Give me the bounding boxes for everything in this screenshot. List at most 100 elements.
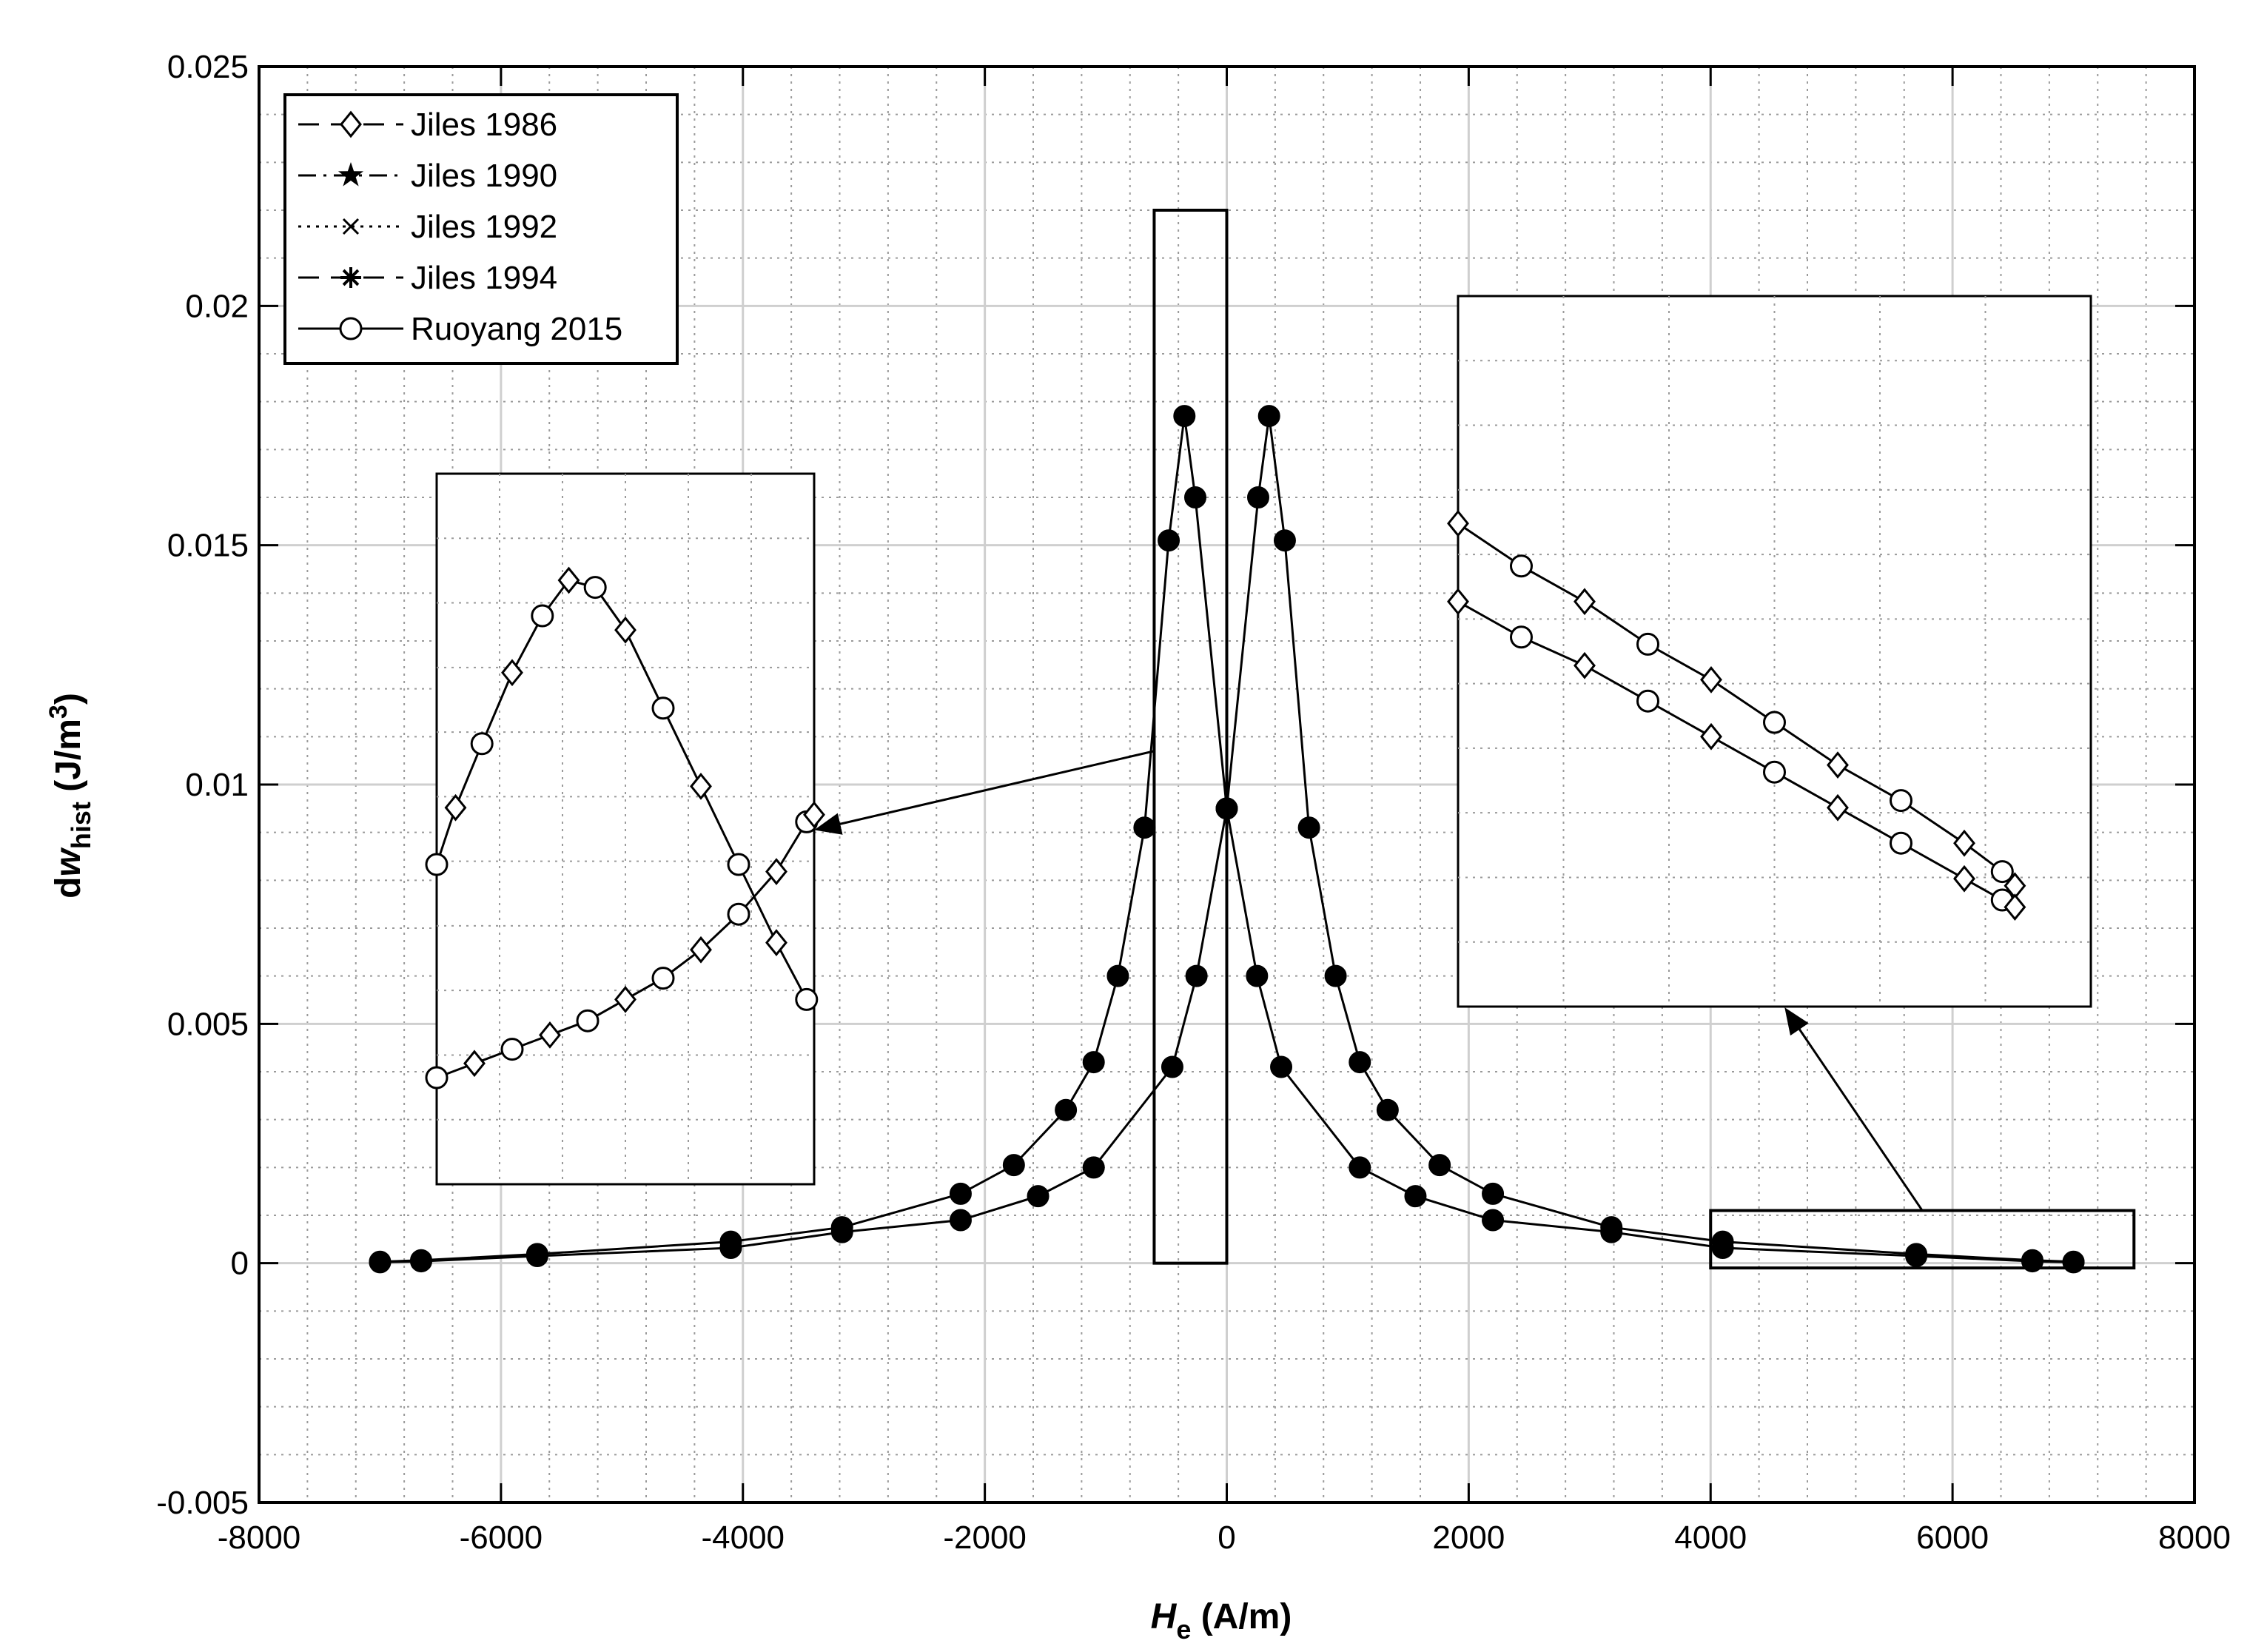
inset-left — [425, 472, 825, 1186]
inset-circle-marker — [531, 604, 554, 628]
x-tick-label: -4000 — [701, 1520, 785, 1556]
x-tick-label: -8000 — [218, 1520, 301, 1556]
legend-label: Jiles 1986 — [411, 107, 557, 143]
data-point — [1711, 1236, 1734, 1259]
inset-circle-marker — [651, 967, 675, 990]
inset-circle-marker — [1990, 860, 2014, 884]
x-marker-icon — [342, 218, 360, 235]
x-tick-label: 8000 — [2158, 1520, 2231, 1556]
x-axis-unit: (A/m) — [1191, 1597, 1292, 1636]
inset-diamond-marker — [444, 793, 467, 822]
inset-diamond-marker — [690, 936, 712, 964]
data-point — [1246, 964, 1269, 987]
data-point — [1482, 1182, 1505, 1205]
y-axis-prefix: d — [49, 876, 88, 898]
inset-diamond-marker — [1574, 588, 1596, 616]
legend-label: Jiles 1992 — [411, 209, 557, 245]
data-point — [1133, 816, 1156, 839]
x-tick-label: 0 — [1218, 1520, 1235, 1556]
data-point — [830, 1220, 853, 1243]
inset-circle-marker — [727, 853, 750, 876]
data-point — [410, 1250, 433, 1273]
legend-label: Jiles 1994 — [411, 260, 557, 296]
inset-circle-marker — [1890, 831, 1912, 855]
data-point — [1082, 1051, 1105, 1074]
data-point — [2062, 1251, 2085, 1274]
y-tick-label: 0.02 — [185, 288, 249, 324]
diamond-marker-icon — [340, 110, 362, 138]
data-point — [1106, 964, 1129, 987]
legend-label: Ruoyang 2015 — [411, 311, 622, 347]
y-tick-label: 0.01 — [185, 767, 249, 803]
y-tick-label: -0.005 — [156, 1485, 249, 1521]
data-point — [1905, 1244, 1928, 1267]
data-point — [1404, 1185, 1427, 1208]
inset-circle-marker — [1636, 689, 1659, 713]
asterisk-marker-icon — [340, 267, 361, 288]
data-point — [1482, 1209, 1505, 1232]
highlight-box-peak — [1152, 209, 1229, 1265]
data-point — [1376, 1098, 1399, 1121]
inset-diamond-marker — [2004, 893, 2026, 921]
data-point — [719, 1236, 742, 1259]
y-tick-label: 0.025 — [167, 49, 249, 85]
y-tick-label: 0 — [231, 1246, 249, 1282]
tick-labels: -8000 -6000 -4000 -2000 0 2000 4000 6000 8000 -0.… — [156, 49, 2231, 1556]
star-marker-icon — [337, 162, 364, 187]
y-axis-unit-close: ) — [49, 693, 88, 705]
x-axis-symbol: H — [1151, 1597, 1178, 1636]
data-point — [1215, 797, 1238, 820]
inset-diamond-marker — [690, 773, 712, 800]
inset-diamond-marker — [463, 1050, 486, 1078]
inset-diamond-marker — [1700, 722, 1722, 751]
data-point — [369, 1251, 392, 1274]
y-axis-unit: (J/m — [49, 719, 88, 802]
x-axis-title: He (A/m) — [1151, 1597, 1292, 1645]
inset-diamond-marker — [501, 659, 523, 687]
inset-circle-marker — [651, 696, 675, 720]
data-point — [1246, 486, 1269, 508]
inset-diamond-marker — [765, 858, 787, 885]
zoom-insets — [425, 295, 2092, 1186]
inset-circle-marker — [1763, 760, 1786, 784]
data-point — [1270, 1055, 1293, 1078]
data-point — [1027, 1185, 1049, 1208]
inset-circle-marker — [576, 1009, 600, 1032]
data-point — [1273, 529, 1296, 552]
inset-circle-marker — [795, 987, 819, 1011]
x-tick-label: 4000 — [1674, 1520, 1747, 1556]
data-point — [1185, 964, 1208, 987]
y-axis-symbol: w — [49, 847, 88, 876]
legend-label: Jiles 1990 — [411, 158, 557, 194]
data-point — [1297, 816, 1320, 839]
data-point — [1055, 1098, 1078, 1121]
inset-diamond-marker — [1700, 666, 1722, 694]
data-point — [525, 1244, 548, 1267]
inset-diamond-marker — [1447, 588, 1469, 616]
y-axis-unit-superscript: 3 — [44, 705, 73, 719]
inset-diamond-marker — [1447, 509, 1469, 537]
inset-diamond-marker — [1953, 829, 1975, 857]
data-point — [1082, 1156, 1105, 1179]
inset-diamond-marker — [1574, 651, 1596, 679]
data-point — [1600, 1220, 1623, 1243]
inset-circle-marker — [470, 732, 494, 756]
x-axis-subscript: e — [1176, 1614, 1191, 1645]
data-point — [949, 1209, 972, 1232]
data-point — [1173, 405, 1196, 428]
data-point — [1002, 1154, 1025, 1177]
inset-diamond-marker — [539, 1021, 561, 1049]
data-point — [949, 1182, 972, 1205]
data-point — [1349, 1051, 1371, 1074]
zoom-arrow-right — [1784, 1007, 1924, 1212]
inset-circle-marker — [1510, 554, 1533, 578]
series-group — [369, 405, 2085, 1274]
x-tick-label: -6000 — [460, 1520, 543, 1556]
x-tick-label: -2000 — [943, 1520, 1027, 1556]
inset-right — [1447, 295, 2092, 1008]
data-point — [1158, 529, 1180, 552]
inset-circle-marker — [425, 1066, 449, 1089]
inset-circle-marker — [727, 902, 750, 926]
data-point — [1184, 486, 1207, 508]
